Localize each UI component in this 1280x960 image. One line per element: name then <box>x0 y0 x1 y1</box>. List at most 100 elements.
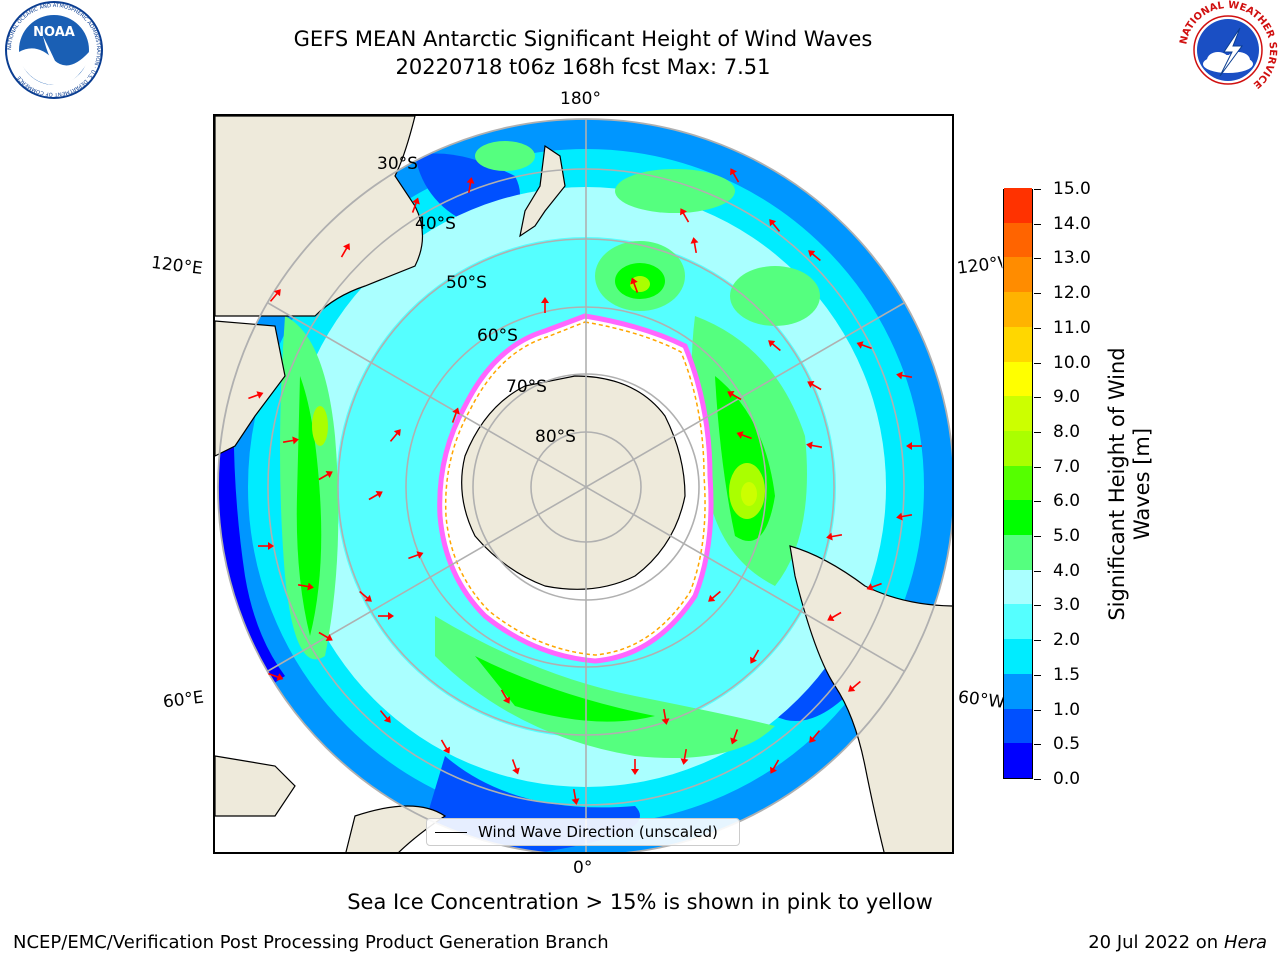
colorbar-segment <box>1004 603 1032 640</box>
colorbar-segment <box>1004 638 1032 674</box>
colorbar-tick <box>1034 397 1041 399</box>
wave-direction-arrow <box>282 436 299 445</box>
wave-direction-arrow <box>906 442 922 450</box>
graticule <box>217 118 952 852</box>
colorbar-segment <box>1004 187 1032 223</box>
wave-direction-arrow <box>856 341 872 350</box>
wave-direction-arrow <box>768 340 781 352</box>
colorbar-tick <box>1034 327 1041 329</box>
wave-direction-arrow <box>827 611 842 621</box>
lon-label-120e: 120°E <box>149 252 204 280</box>
colorbar-tick-label: 1.0 <box>1053 699 1081 720</box>
lat-label-40s: 40°S <box>415 214 456 234</box>
colorbar-tick-label: 7.0 <box>1053 456 1081 477</box>
wave-direction-arrow <box>340 243 350 258</box>
wave-direction-arrow <box>500 689 510 704</box>
lon-label-60w: 60°W <box>956 687 1005 713</box>
wave-direction-arrow <box>511 759 520 775</box>
colorbar-tick-label: 4.0 <box>1053 560 1081 581</box>
legend-label: Wind Wave Direction (unscaled) <box>478 823 718 841</box>
wave-direction-arrow <box>378 612 394 620</box>
colorbar-tick-label: 5.0 <box>1053 526 1081 547</box>
colorbar-tick-label: 12.0 <box>1053 283 1091 304</box>
colorbar-segment <box>1004 742 1032 778</box>
date-stamp: 20 Jul 2022 on Hera <box>1088 932 1267 953</box>
lat-label-70s: 70°S <box>506 377 547 397</box>
colorbar-tick-label: 15.0 <box>1053 179 1091 199</box>
colorbar-segment <box>1004 708 1032 744</box>
noaa-logo: NATIONAL OCEANIC AND ATMOSPHERIC ADMINIS… <box>5 1 103 99</box>
chart-title: GEFS MEAN Antarctic Significant Height o… <box>293 27 873 51</box>
colorbar-segment <box>1004 499 1032 536</box>
colorbar-tick <box>1034 431 1041 433</box>
colorbar-segment <box>1004 291 1032 327</box>
chart-subtitle: 20220718 t06z 168h fcst Max: 7.51 <box>395 55 771 79</box>
colorbar-tick-label: 8.0 <box>1053 421 1081 442</box>
colorbar-tick <box>1034 362 1041 364</box>
wave-direction-arrow <box>807 381 822 391</box>
colorbar-tick <box>1034 258 1041 260</box>
wave-direction-arrow <box>708 590 721 602</box>
date-text: 20 Jul 2022 on <box>1088 932 1224 953</box>
colorbar-tick-label: 3.0 <box>1053 595 1081 616</box>
wave-direction-arrow <box>661 708 670 725</box>
polar-map: 30°S 40°S 50°S 60°S 70°S 80°S <box>213 114 954 854</box>
wave-direction-arrow <box>318 471 333 481</box>
wave-direction-arrow <box>297 582 314 591</box>
lon-label-0: 0° <box>573 858 593 878</box>
colorbar-segment <box>1004 569 1032 605</box>
colorbar-segment <box>1004 430 1032 466</box>
colorbar-tick-label: 14.0 <box>1053 213 1091 234</box>
colorbar-tick-label: 0.0 <box>1053 769 1081 789</box>
colorbar-tick-label: 2.0 <box>1053 630 1081 651</box>
colorbar-tick <box>1034 223 1041 225</box>
credit-text: NCEP/EMC/Verification Post Processing Pr… <box>13 932 609 953</box>
wave-direction-arrow <box>736 431 752 440</box>
colorbar-segment <box>1004 326 1032 362</box>
wave-direction-arrow <box>848 680 861 692</box>
colorbar-title: Significant Height of Wind Waves [m] <box>1105 324 1155 644</box>
wave-direction-arrow <box>541 297 549 313</box>
lat-label-30s: 30°S <box>377 154 418 174</box>
wave-direction-arrow <box>727 391 742 401</box>
land-masses <box>215 116 952 852</box>
wave-direction-arrow <box>630 277 639 293</box>
wave-direction-arrow <box>730 168 740 183</box>
wave-direction-arrow <box>269 289 281 302</box>
colorbar-tick <box>1034 674 1041 676</box>
colorbar-tick <box>1034 779 1041 780</box>
colorbar-title-line1: Significant Height of Wind <box>1105 347 1129 621</box>
colorbar-tick <box>1034 189 1041 190</box>
machine-name: Hera <box>1223 932 1267 953</box>
wave-direction-arrow <box>318 631 333 641</box>
colorbar-segment <box>1004 361 1032 397</box>
colorbar-tick-label: 9.0 <box>1053 387 1081 408</box>
wave-direction-arrow <box>631 759 639 775</box>
wave-direction-arrow <box>258 542 274 550</box>
colorbar-tick <box>1034 640 1041 642</box>
colorbar-tick-label: 0.5 <box>1053 734 1081 755</box>
wave-direction-arrow <box>896 371 913 380</box>
colorbar-segment <box>1004 534 1032 570</box>
lon-label-180: 180° <box>560 89 601 109</box>
wave-direction-arrow <box>389 429 401 442</box>
lon-label-60e: 60°E <box>161 687 205 713</box>
wave-direction-arrow <box>368 491 383 501</box>
wave-direction-arrow <box>896 512 913 521</box>
colorbar-tick-label: 6.0 <box>1053 491 1081 512</box>
wave-direction-arrow <box>268 672 284 681</box>
wave-direction-arrow <box>730 729 739 745</box>
lat-label-50s: 50°S <box>446 273 487 293</box>
colorbar-tick <box>1034 536 1041 538</box>
wave-direction-arrow <box>379 710 391 723</box>
wind-wave-arrows <box>248 168 922 805</box>
nws-logo: NATIONAL WEATHER SERVICE <box>1178 0 1278 99</box>
wave-direction-arrow <box>770 759 780 774</box>
wave-direction-arrow <box>248 391 264 400</box>
colorbar-segment <box>1004 465 1032 501</box>
noaa-logo-text: NOAA <box>33 25 75 40</box>
colorbar-tick <box>1034 466 1041 468</box>
colorbar-tick <box>1034 570 1041 572</box>
lon-label-120w: 120°W <box>955 253 1004 279</box>
colorbar-tick <box>1034 605 1041 607</box>
